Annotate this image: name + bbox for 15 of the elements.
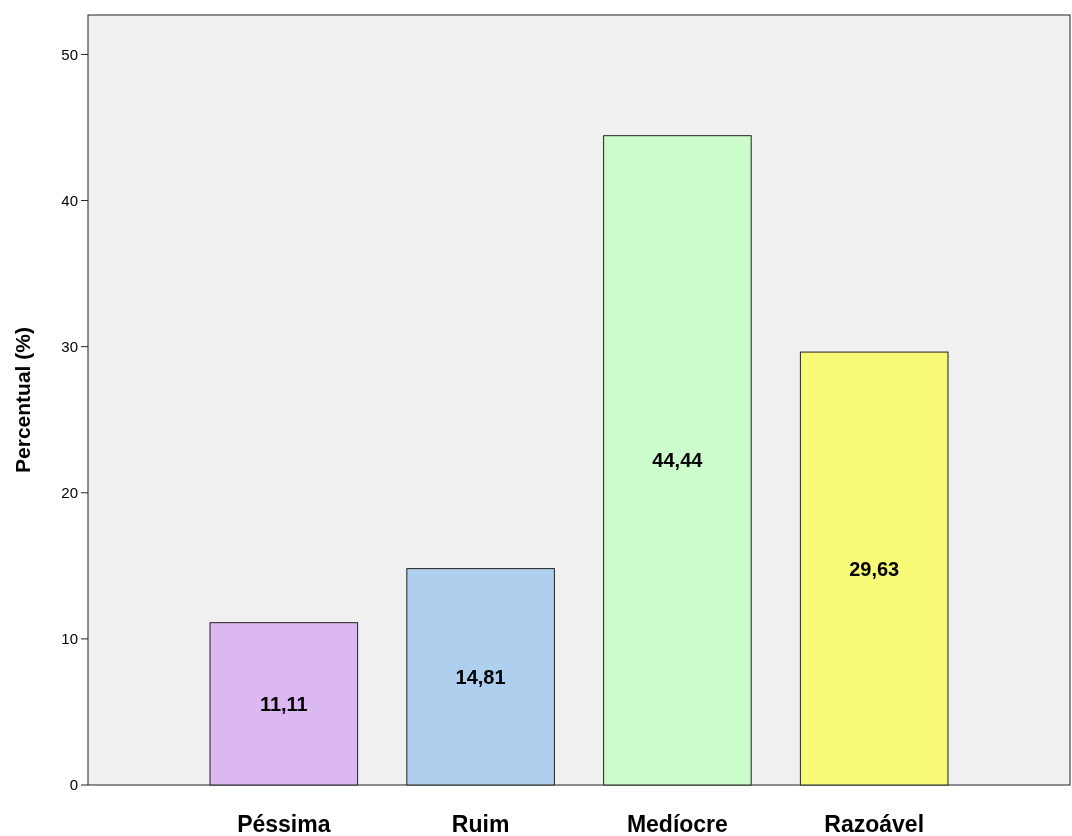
y-axis-title: Percentual (%) bbox=[11, 327, 34, 473]
y-tick-label: 50 bbox=[61, 45, 78, 63]
data-label: 14,81 bbox=[455, 665, 506, 688]
y-tick-label: 30 bbox=[61, 337, 78, 355]
data-label: 11,11 bbox=[259, 692, 308, 715]
x-tick-label: Medíocre bbox=[626, 811, 728, 836]
x-tick-label: Razoável bbox=[824, 811, 925, 836]
x-tick-label: Ruim bbox=[451, 811, 510, 836]
y-tick-label: 40 bbox=[61, 191, 78, 209]
y-tick-label: 20 bbox=[61, 484, 78, 502]
y-tick-label: 10 bbox=[61, 630, 78, 648]
y-tick-label: 0 bbox=[69, 776, 78, 794]
data-label: 44,44 bbox=[652, 449, 704, 472]
data-label: 29,63 bbox=[849, 557, 900, 580]
x-tick-label: Péssima bbox=[237, 811, 331, 836]
